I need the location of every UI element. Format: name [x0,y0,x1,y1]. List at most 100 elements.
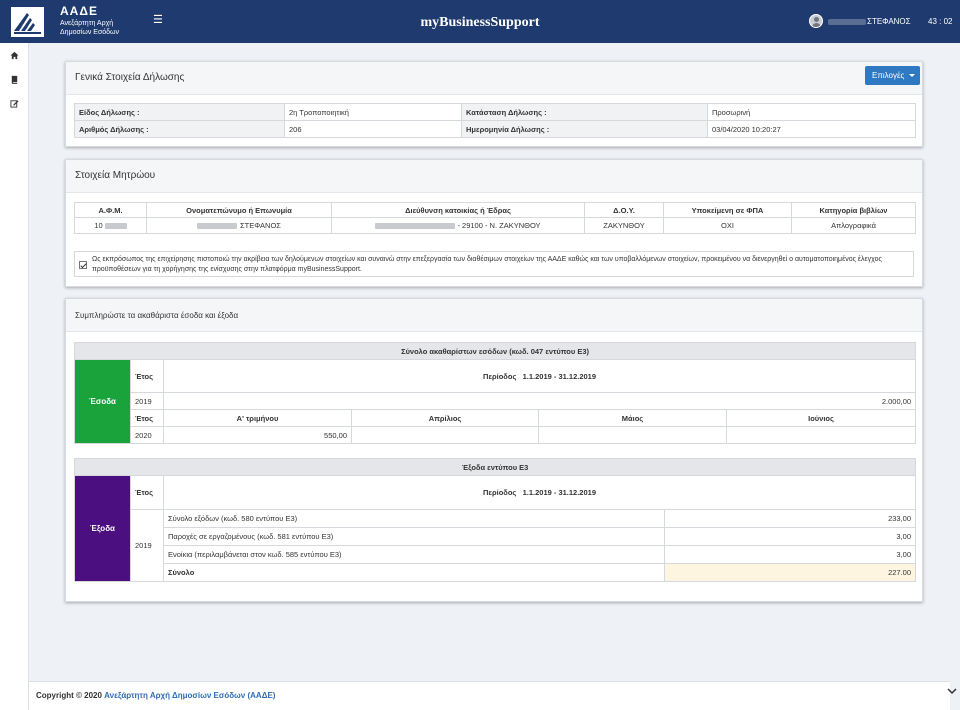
panel-header: Γενικά Στοιχεία Δήλωσης Επιλογές [66,62,922,95]
income-2019-value[interactable]: 2.000,00 [162,392,917,410]
book-icon[interactable] [10,75,19,84]
app-title: myBusinessSupport [420,15,540,30]
name-cell: ΣΤΕΦΑΝΟΣ [146,217,332,234]
user-surname-redacted [828,19,866,25]
expense-label-585: Ενοίκια (περιλαμβάνεται στον κωδ. 585 εν… [163,545,665,564]
col-header-june: Ιούνιος [725,409,917,427]
panel-title: Γενικά Στοιχεία Δήλωσης [75,72,185,83]
caret-down-icon [909,74,915,77]
col-header-name: Ονοματεπώνυμο ή Επωνυμία [146,202,332,218]
year-2019: 2019 [130,392,164,410]
home-icon[interactable] [10,51,19,60]
year-2020: 2020 [130,426,164,444]
decl-status-value: Προσωρινή [707,103,916,121]
table-row: 2019 2.000,00 [75,392,917,410]
col-header-address: Διεύθυνση κατοικίας ή Έδρας [331,202,585,218]
decl-type-label: Είδος Δήλωσης : [74,103,285,121]
table-row: Έσοδα Έτος Περίοδος 1.1.2019 - 31.12.201… [74,359,917,444]
panel-header: Συμπληρώστε τα ακαθάριστα έσοδα και έξοδ… [66,299,922,332]
period-cell: Περίοδος 1.1.2019 - 31.12.2019 [162,359,917,393]
address-value: - 29100 - Ν. ΖΑΚΥΝΘΟΥ [457,221,541,230]
aade-logo[interactable] [11,7,44,37]
decl-date-value: 03/04/2020 10:20:27 [707,120,916,138]
top-navbar: ΑΑΔΕ Ανεξάρτητη Αρχή Δημοσίων Εσόδων ☰ m… [0,0,960,43]
consent-checkbox[interactable] [79,261,87,269]
sidebar [0,43,29,710]
col-header-q1: Α' τριμήνου [163,409,352,427]
income-header: Σύνολο ακαθαρίστων εσόδων (κωδ. 047 εντύ… [73,342,917,360]
period-cell: Περίοδος 1.1.2019 - 31.12.2019 [162,475,917,510]
name-value: ΣΤΕΦΑΝΟΣ [240,221,281,230]
expenses-header: Έξοδα εντύπου Ε3 [73,458,917,476]
col-header-doy: Δ.Ο.Υ. [584,202,664,218]
col-header-books: Κατηγορία βιβλίων [791,202,916,218]
period-label: Περίοδος [483,371,517,381]
edit-icon[interactable] [10,99,19,108]
year-col-label: Έτος [130,475,164,510]
table-row: Σύνολο ακαθαρίστων εσόδων (κωδ. 047 εντύ… [73,342,917,360]
redacted-block [375,223,456,230]
income-label: Έσοδα [74,359,131,444]
redacted-block [197,223,238,230]
user-name[interactable]: ΣΤΕΦΑΝΟΣ [867,17,911,26]
table-row: Έτος Α' τριμήνου Απρίλιος Μάιος Ιούνιος [75,409,917,427]
may-value-input[interactable] [538,426,727,444]
expenses-label: Έξοδα [74,475,131,582]
hamburger-icon[interactable]: ☰ [153,14,163,26]
table-row: Είδος Δήλωσης : 2η Τροποποιητική Κατάστα… [74,103,916,121]
year-col-label-2: Έτος [130,409,164,427]
redacted-block [104,223,127,230]
april-value-input[interactable] [351,426,539,444]
panel-title: Συμπληρώστε τα ακαθάριστα έσοδα και έξοδ… [75,311,239,320]
table-header-row: Α.Φ.Μ. Ονοματεπώνυμο ή Επωνυμία Διεύθυνσ… [74,202,916,218]
table-row: Σύνολο 227.00 [75,563,917,582]
consent-box: Ως εκπρόσωπος της επιχείρησης πιστοποιώ … [74,251,914,277]
q1-value-input[interactable]: 550,00 [163,426,352,444]
income-table: Σύνολο ακαθαρίστων εσόδων (κωδ. 047 εντύ… [73,342,917,444]
logo-subtitle-2: Δημοσίων Εσόδων [60,29,120,36]
table-row: Έξοδα Έτος Περίοδος 1.1.2019 - 31.12.201… [74,475,917,582]
period-label: Περίοδος [483,488,517,497]
year-col-label: Έτος [130,359,164,393]
aade-link[interactable]: Ανεξάρτητη Αρχή Δημοσίων Εσόδων (ΑΑΔΕ) [104,691,276,700]
income-expenses-panel: Συμπληρώστε τα ακαθάριστα έσοδα και έξοδ… [65,298,923,602]
afm-value: 10 [94,221,103,230]
consent-text: Ως εκπρόσωπος της επιχείρησης πιστοποιώ … [92,256,882,273]
col-header-april: Απρίλιος [351,409,539,427]
books-value: Απλογραφικά [791,217,916,234]
panel-title: Στοιχεία Μητρώου [75,170,156,181]
expense-label-581: Παροχές σε εργαζομένους (κωδ. 581 εντύπο… [163,527,665,546]
vat-value: ΟΧΙ [663,217,792,234]
chevron-down-icon[interactable] [947,686,957,696]
expense-value-581[interactable]: 3,00 [663,527,917,546]
decl-status-label: Κατάσταση Δήλωσης : [461,103,708,121]
logo-title: ΑΑΔΕ [60,4,98,18]
col-header-vat: Υποκείμενη σε ΦΠΑ [663,202,792,218]
logo-subtitle-1: Ανεξάρτητη Αρχή [60,20,114,27]
registry-table: Α.Φ.Μ. Ονοματεπώνυμο ή Επωνυμία Διεύθυνσ… [74,202,916,234]
registry-panel: Στοιχεία Μητρώου Α.Φ.Μ. Ονοματεπώνυμο ή … [65,159,923,287]
footer-text: Copyright © 2020 Ανεξάρτητη Αρχή Δημοσίω… [36,691,275,700]
period-value: 1.1.2019 - 31.12.2019 [522,488,596,497]
table-row: Αριθμός Δήλωσης : 206 Ημερομηνία Δήλωσης… [74,120,916,138]
june-value-input[interactable] [725,426,917,444]
expense-label-580: Σύνολο εξόδων (κωδ. 580 εντύπου Ε3) [163,509,665,528]
expense-value-585[interactable]: 3,00 [663,545,917,564]
decl-number-value: 206 [284,120,462,138]
session-timer: 43 : 02 [928,17,953,26]
decl-number-label: Αριθμός Δήλωσης : [74,120,285,138]
declaration-panel: Γενικά Στοιχεία Δήλωσης Επιλογές Είδος Δ… [65,61,923,147]
total-label: Σύνολο [163,563,665,582]
expenses-table: Έξοδα εντύπου Ε3 Έξοδα Έτος Περίοδος 1.1… [73,458,917,582]
doy-value: ΖΑΚΥΝΘΟΥ [584,217,664,234]
col-header-may: Μάιος [538,409,727,427]
footer: Copyright © 2020 Ανεξάρτητη Αρχή Δημοσίω… [29,681,950,710]
total-value: 227.00 [663,563,917,582]
afm-cell: 10 [74,217,147,234]
expense-value-580[interactable]: 233,00 [663,509,917,528]
options-button[interactable]: Επιλογές [865,66,920,85]
table-row: 2020 550,00 [75,426,917,444]
expenses-year: 2019 [130,509,164,582]
avatar[interactable] [809,14,823,28]
period-value: 1.1.2019 - 31.12.2019 [522,371,597,381]
